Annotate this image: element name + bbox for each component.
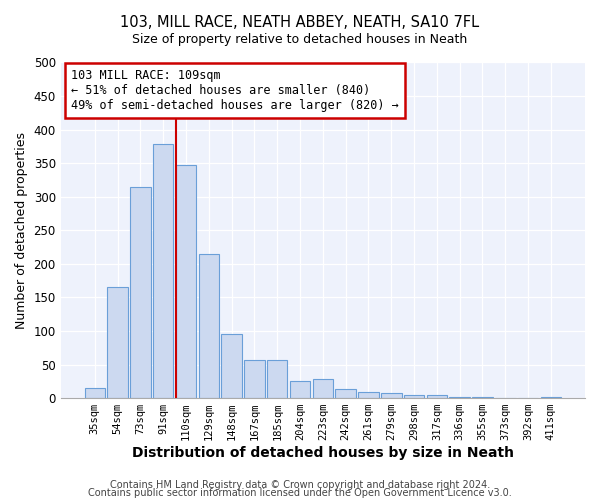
Text: Contains HM Land Registry data © Crown copyright and database right 2024.: Contains HM Land Registry data © Crown c…: [110, 480, 490, 490]
Bar: [427, 396, 447, 398]
Bar: [358, 392, 379, 398]
Bar: [199, 254, 219, 398]
X-axis label: Distribution of detached houses by size in Neath: Distribution of detached houses by size …: [132, 446, 514, 460]
Bar: [381, 394, 401, 398]
Text: 103 MILL RACE: 109sqm
← 51% of detached houses are smaller (840)
49% of semi-det: 103 MILL RACE: 109sqm ← 51% of detached …: [71, 69, 399, 112]
Text: Contains public sector information licensed under the Open Government Licence v3: Contains public sector information licen…: [88, 488, 512, 498]
Bar: [267, 360, 287, 398]
Bar: [404, 394, 424, 398]
Bar: [153, 144, 173, 398]
Bar: [472, 396, 493, 398]
Bar: [335, 388, 356, 398]
Bar: [85, 388, 105, 398]
Bar: [176, 165, 196, 398]
Text: 103, MILL RACE, NEATH ABBEY, NEATH, SA10 7FL: 103, MILL RACE, NEATH ABBEY, NEATH, SA10…: [121, 15, 479, 30]
Bar: [130, 186, 151, 398]
Bar: [221, 334, 242, 398]
Bar: [313, 378, 333, 398]
Text: Size of property relative to detached houses in Neath: Size of property relative to detached ho…: [133, 32, 467, 46]
Bar: [290, 382, 310, 398]
Y-axis label: Number of detached properties: Number of detached properties: [15, 132, 28, 329]
Bar: [244, 360, 265, 398]
Bar: [541, 396, 561, 398]
Bar: [107, 288, 128, 398]
